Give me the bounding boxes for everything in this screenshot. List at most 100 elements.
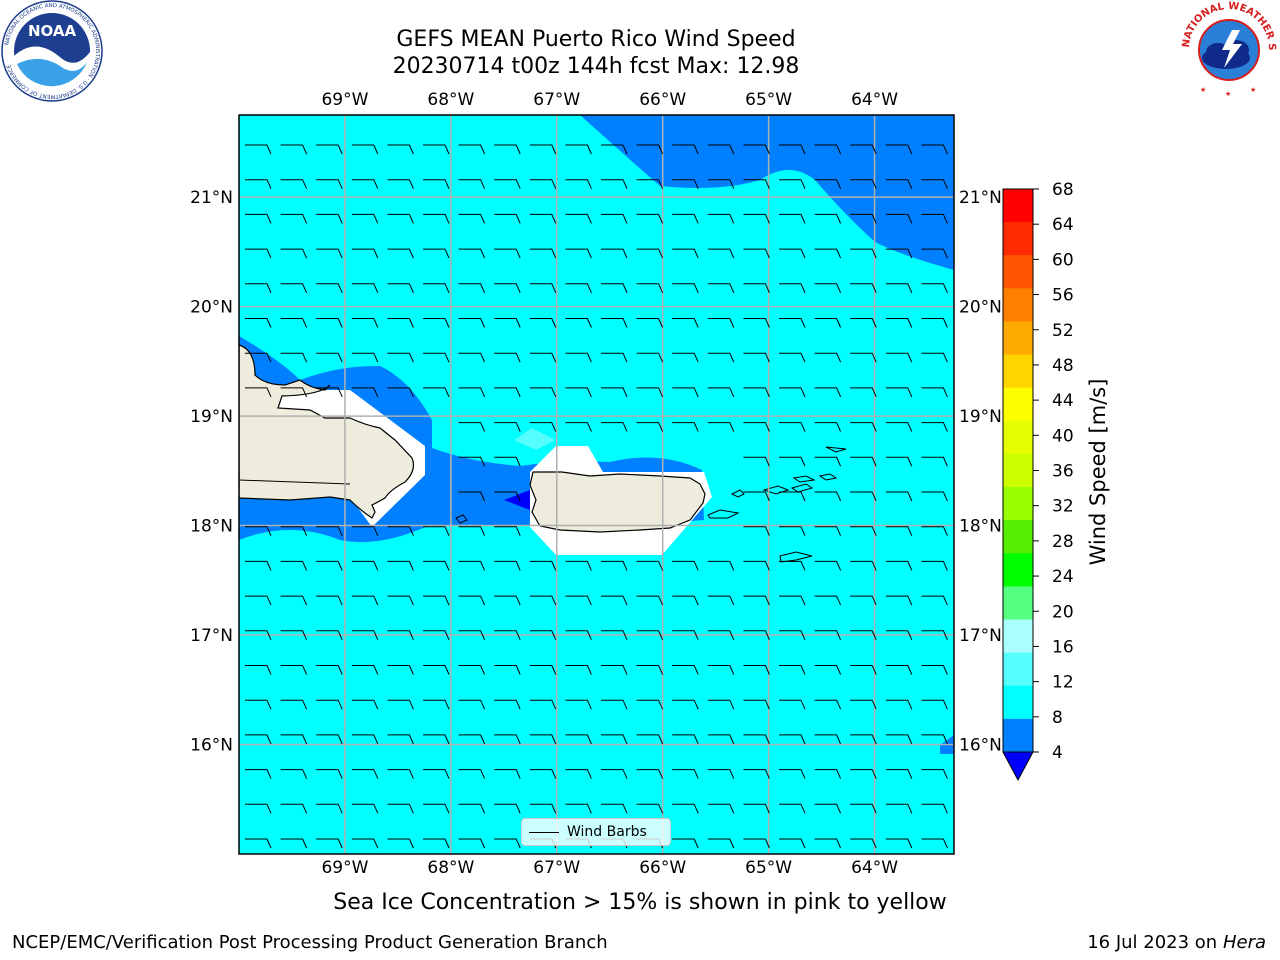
colorbar-tick-label: 16 (1052, 637, 1074, 657)
gridlines (239, 115, 954, 854)
colorbar-title: Wind Speed [m/s] (1086, 378, 1110, 566)
lat-label-right: 17°N (959, 626, 1002, 646)
wind-barb (601, 283, 628, 294)
wind-barb (814, 699, 842, 710)
wind-barb (565, 283, 592, 294)
wind-barb (743, 144, 770, 155)
wind-barb (565, 595, 592, 606)
wind-barb (921, 179, 948, 189)
colorbar-segment (1003, 619, 1033, 654)
lon-label-top: 64°W (851, 90, 898, 110)
wind-barb (494, 144, 521, 155)
lat-label-left: 21°N (190, 188, 233, 208)
wind-barb (850, 144, 877, 155)
wind-barb (423, 769, 450, 779)
wind-barb (316, 560, 343, 571)
wind-barb (280, 560, 308, 571)
wind-barb (423, 526, 450, 536)
wind-barb (707, 665, 735, 675)
island-mona (455, 514, 468, 524)
wind-barb (316, 387, 343, 398)
wind-barb (529, 734, 557, 745)
wind-barb (494, 179, 521, 189)
wind-barb (494, 352, 521, 363)
wind-barb (814, 144, 842, 155)
wind-barb (351, 387, 379, 398)
wind-barb (351, 144, 379, 155)
wind-barb (707, 352, 735, 363)
wind-barb (779, 318, 806, 328)
wind-barb (529, 699, 557, 710)
wind-barb (921, 491, 948, 502)
wind-barb (387, 144, 414, 155)
lat-labels-right: 21°N 20°N 19°N 18°N 17°N 16°N (959, 188, 1002, 755)
lon-label-bottom: 65°W (745, 858, 792, 878)
wind-barb (387, 526, 414, 536)
wind-barb (280, 179, 308, 189)
wind-barb (529, 803, 557, 814)
wind-barb (423, 734, 450, 745)
wind-barb (458, 769, 486, 779)
wind-barb (458, 491, 486, 502)
wind-barb (779, 630, 806, 641)
wind-barb (565, 213, 592, 224)
map-legend: Wind Barbs (521, 818, 671, 846)
wind-barb (814, 387, 842, 398)
wind-region-4-8-northeast (580, 115, 954, 270)
wind-barb (316, 179, 343, 189)
footer-host: Hera (1222, 932, 1266, 953)
wind-barb (458, 248, 486, 259)
wind-barb (814, 283, 842, 294)
wind-barb (245, 283, 272, 294)
wind-barb (565, 803, 592, 814)
wind-barb (245, 352, 272, 363)
wind-barb (672, 318, 699, 328)
lat-label-left: 18°N (190, 517, 233, 537)
colorbar-tick-label: 36 (1052, 462, 1074, 482)
lon-label-top: 67°W (533, 90, 580, 110)
wind-barb (779, 248, 806, 259)
wind-barb (316, 248, 343, 259)
colorbar-segment (1003, 321, 1033, 356)
wind-barb (529, 595, 557, 606)
lon-label-top: 65°W (745, 90, 792, 110)
wind-barb (245, 803, 272, 814)
svg-text:★: ★ (1250, 86, 1256, 94)
wind-barb (316, 803, 343, 814)
wind-barb (601, 769, 628, 779)
colorbar-segment (1003, 586, 1033, 621)
wind-barb (601, 144, 628, 155)
wind-barb (565, 630, 592, 641)
wind-barb (565, 560, 592, 571)
puerto-rico-land (529, 471, 706, 533)
colorbar-segment (1003, 487, 1033, 521)
wind-barb (779, 283, 806, 294)
lat-label-right: 19°N (959, 407, 1002, 427)
wind-barb (494, 526, 521, 536)
lon-label-bottom: 69°W (321, 858, 368, 878)
wind-barb (601, 595, 628, 606)
wind-barb (850, 318, 877, 328)
colorbar-segment (1003, 387, 1033, 422)
wind-barb (316, 144, 343, 155)
wind-barb (423, 283, 450, 294)
wind-barb (850, 734, 877, 745)
wind-barb (458, 665, 486, 675)
wind-barb (351, 352, 379, 363)
wind-barb (458, 803, 486, 814)
colorbar-tick-label: 12 (1052, 673, 1074, 693)
wind-barb (672, 422, 699, 432)
lat-label-right: 18°N (959, 517, 1002, 537)
wind-barb (779, 769, 806, 779)
wind-barb (601, 318, 628, 328)
wind-barb (387, 560, 414, 571)
wind-barb (245, 318, 272, 328)
wind-barb (423, 387, 450, 398)
wind-barb (423, 838, 450, 849)
wind-barb (921, 213, 948, 224)
wind-barb (423, 803, 450, 814)
wind-barb (850, 803, 877, 814)
wind-barb (316, 213, 343, 224)
wind-barb (672, 560, 699, 571)
wind-barb (387, 699, 414, 710)
